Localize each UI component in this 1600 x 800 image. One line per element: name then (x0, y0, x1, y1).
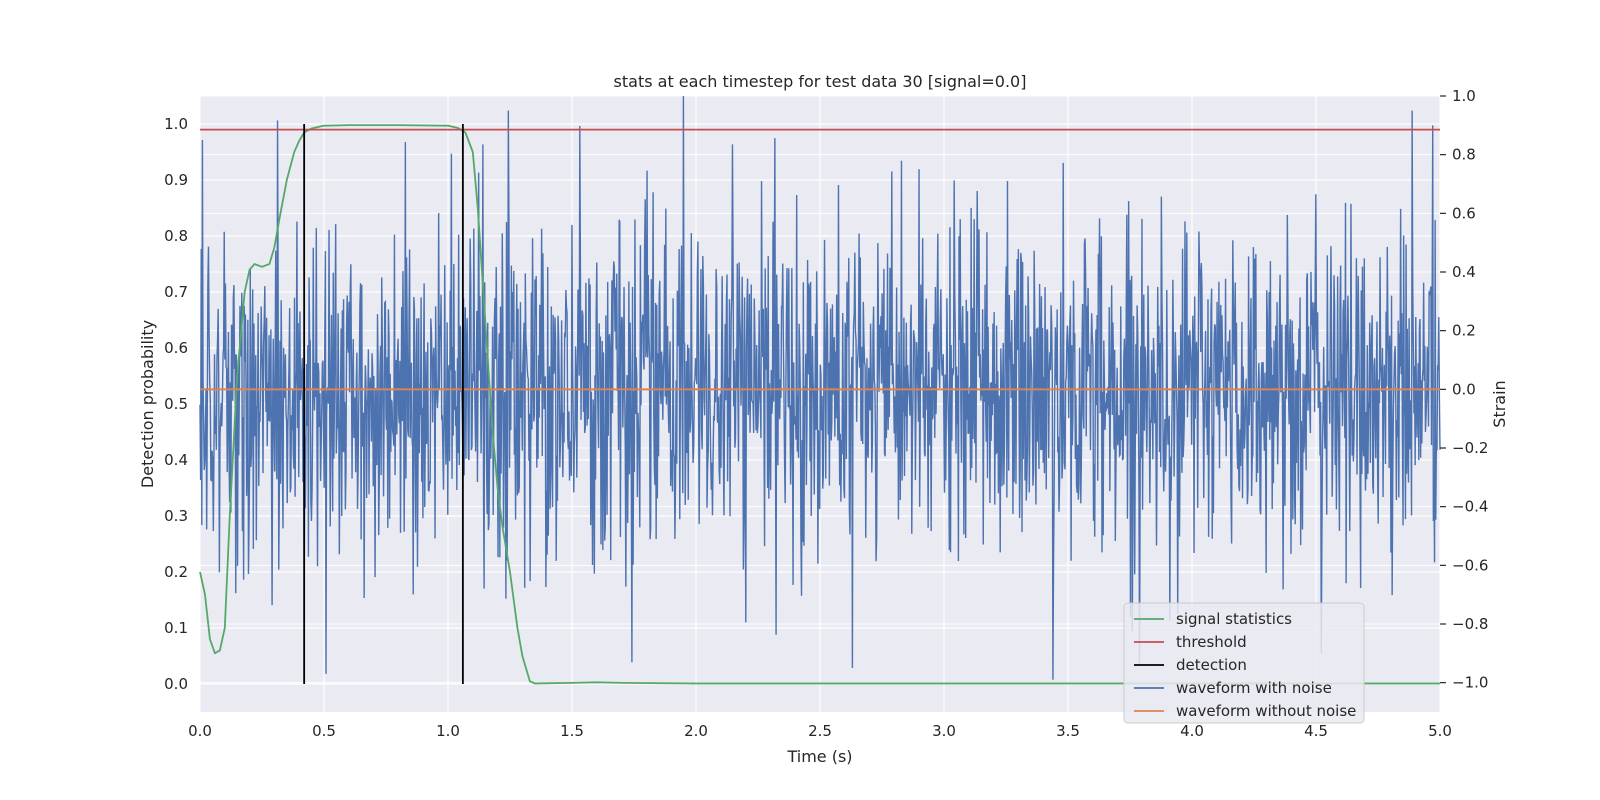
legend-item-signal-statistics: signal statistics (1134, 610, 1292, 628)
y2-tick-label: −0.2 (1452, 439, 1488, 457)
series-layer (199, 95, 1441, 685)
x-tick-label: 2.0 (684, 722, 708, 740)
y2-tick-label: −0.4 (1452, 498, 1488, 516)
y-tick-label: 0.7 (164, 283, 188, 301)
series-detection (303, 124, 464, 684)
legend-item-waveform-without-noise: waveform without noise (1134, 702, 1356, 720)
legend-box (1123, 602, 1365, 724)
series-waveform-with-noise (199, 95, 1441, 680)
y-tick-label: 0.5 (164, 395, 188, 413)
y2-tick-label: 0.2 (1452, 322, 1476, 340)
y2-tick-label: −0.8 (1452, 615, 1488, 633)
y-axis-left: 0.0 0.1 0.2 0.3 0.4 0.5 0.6 0.7 0.8 0.9 1.0 (164, 115, 188, 693)
legend-label: waveform with noise (1176, 679, 1332, 697)
y-tick-label: 0.0 (164, 675, 188, 693)
x-tick-label: 3.5 (1056, 722, 1080, 740)
series-signal-statistics (199, 124, 1440, 685)
x-tick-label: 0.0 (188, 722, 212, 740)
y-tick-label: 0.2 (164, 563, 188, 581)
chart-title: stats at each timestep for test data 30 … (614, 72, 1027, 91)
x-tick-label: 0.5 (312, 722, 336, 740)
legend-label: waveform without noise (1176, 702, 1356, 720)
x-tick-label: 1.5 (560, 722, 584, 740)
x-axis-label: Time (s) (786, 747, 852, 766)
legend-item-detection: detection (1134, 656, 1247, 674)
legend: signal statistics threshold detection wavef… (1123, 602, 1365, 724)
y2-tick-label: 1.0 (1452, 87, 1476, 105)
y-tick-label: 0.8 (164, 227, 188, 245)
x-tick-label: 4.0 (1180, 722, 1204, 740)
x-tick-label: 1.0 (436, 722, 460, 740)
y2-axis-label: Strain (1490, 380, 1509, 427)
y-axis-right: −1.0 −0.8 −0.6 −0.4 −0.2 0.0 0.2 0.4 0.6 0.8 1.0 (1440, 87, 1488, 692)
x-tick-label: 4.5 (1304, 722, 1328, 740)
y-tick-label: 1.0 (164, 115, 188, 133)
y2-tick-label: 0.0 (1452, 380, 1476, 398)
y2-tick-label: 0.4 (1452, 263, 1476, 281)
x-axis: 0.0 0.5 1.0 1.5 2.0 2.5 3.0 3.5 4.0 4.5 5.0 (188, 722, 1452, 740)
y-tick-label: 0.3 (164, 507, 188, 525)
y-tick-label: 0.6 (164, 339, 188, 357)
y2-tick-label: −0.6 (1452, 556, 1488, 574)
y-tick-label: 0.4 (164, 451, 188, 469)
x-tick-label: 3.0 (932, 722, 956, 740)
x-tick-label: 2.5 (808, 722, 832, 740)
y-axis-label: Detection probability (138, 320, 157, 488)
y2-tick-label: 0.8 (1452, 146, 1476, 164)
legend-item-waveform-with-noise: waveform with noise (1134, 679, 1332, 697)
y-tick-label: 0.1 (164, 619, 188, 637)
y-tick-label: 0.9 (164, 171, 188, 189)
legend-label: detection (1176, 656, 1247, 674)
y2-tick-label: 0.6 (1452, 204, 1476, 222)
y2-tick-label: −1.0 (1452, 674, 1488, 692)
legend-label: threshold (1176, 633, 1247, 651)
x-tick-label: 5.0 (1428, 722, 1452, 740)
legend-label: signal statistics (1176, 610, 1292, 628)
legend-item-threshold: threshold (1134, 633, 1247, 651)
